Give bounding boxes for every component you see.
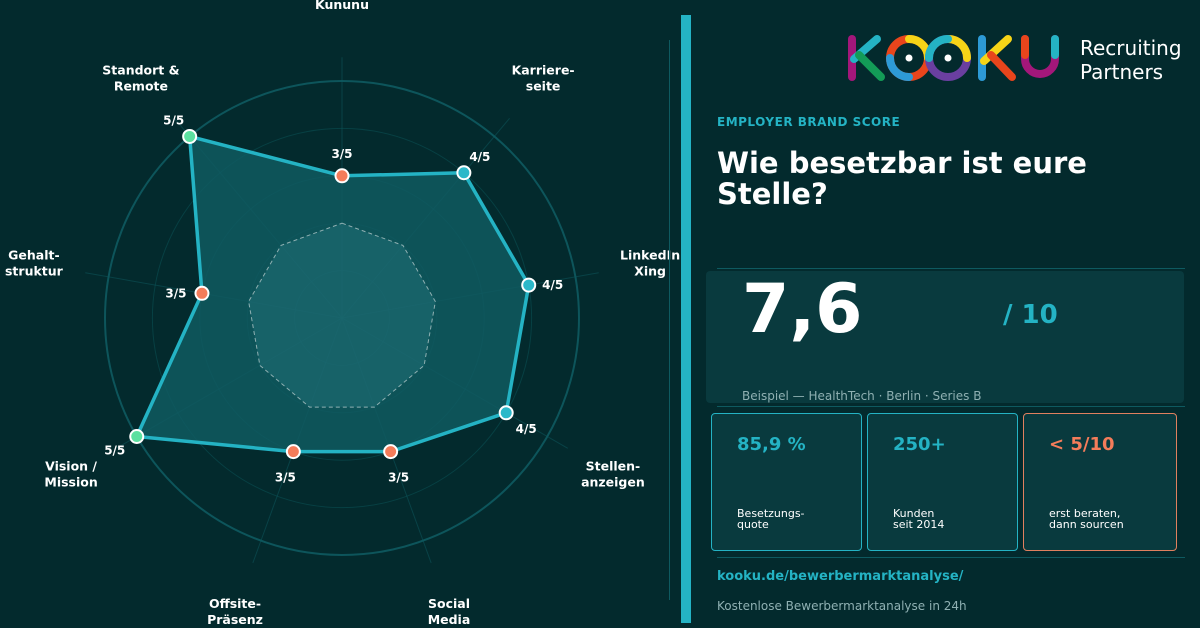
accent-bar xyxy=(681,15,691,623)
axis-label: Standort & Remote xyxy=(102,62,179,93)
axis-label: Karriere-seite xyxy=(512,62,575,93)
kpi-card: 250+ Kunden seit 2014 xyxy=(867,413,1018,551)
tagline-line-1: Recruiting xyxy=(1080,36,1182,60)
kpi-label: Besetzungs- quote xyxy=(737,507,805,531)
value-label: 4/5 xyxy=(469,150,490,164)
divider xyxy=(717,557,1185,558)
score-max: / 10 xyxy=(1003,300,1058,330)
score-polygon xyxy=(135,134,531,454)
axis-label: LinkedIn Xing xyxy=(620,248,680,279)
kpi-card: < 5/10 erst beraten, dann sourcen xyxy=(1023,413,1177,551)
website-link[interactable]: kooku.de/bewerbermarktanalyse/ xyxy=(717,569,964,584)
data-point xyxy=(194,285,210,301)
value-label: 3/5 xyxy=(275,471,296,485)
benchmark-polygon xyxy=(248,222,436,408)
score-panel xyxy=(706,271,1184,403)
data-point xyxy=(129,429,145,444)
axis-label: Gehalt-struktur xyxy=(5,248,64,279)
data-point xyxy=(182,128,198,144)
axis-label: Kununu xyxy=(315,0,369,12)
value-label: 5/5 xyxy=(163,113,184,127)
kpi-card: 85,9 % Besetzungs- quote xyxy=(711,413,862,551)
data-point xyxy=(498,405,514,421)
data-point xyxy=(456,165,472,181)
radar-chart: 3/5 4/5 4/5 4/5 3/5 3/5 5/5 3/5 5/5 Kununu Karrier… xyxy=(5,0,680,627)
value-label: 3/5 xyxy=(388,471,409,485)
value-label: 4/5 xyxy=(542,278,563,292)
kpi-label: Kunden seit 2014 xyxy=(893,507,945,531)
data-point xyxy=(383,444,399,460)
kpi-value: 250+ xyxy=(893,434,946,455)
axis-label: Offsite-Präsenz xyxy=(207,596,263,627)
data-point xyxy=(521,277,537,293)
eyebrow: EMPLOYER BRAND SCORE xyxy=(717,115,901,129)
value-label: 3/5 xyxy=(331,147,352,161)
score-value: 7,6 xyxy=(742,270,863,349)
divider xyxy=(717,406,1185,407)
data-point xyxy=(334,168,350,184)
value-label: 3/5 xyxy=(165,286,186,300)
logo-tagline: Recruiting Partners xyxy=(1080,36,1182,84)
tagline-line-2: Partners xyxy=(1080,60,1164,84)
value-label: 4/5 xyxy=(516,422,537,436)
axis-label: Social Media xyxy=(428,596,471,627)
data-point xyxy=(285,444,301,460)
kpi-value: 85,9 % xyxy=(737,434,806,455)
divider xyxy=(717,268,1185,269)
axis-label: Stellen-anzeigen xyxy=(581,458,645,489)
kpi-value: < 5/10 xyxy=(1049,434,1115,455)
kooku-logo xyxy=(848,35,1059,81)
divider xyxy=(669,40,670,600)
kpi-label: erst beraten, dann sourcen xyxy=(1049,507,1124,531)
axis-label: Vision / Mission xyxy=(44,458,97,489)
value-label: 5/5 xyxy=(104,444,125,458)
score-subtitle: Beispiel — HealthTech · Berlin · Series … xyxy=(742,389,982,403)
page-title: Wie besetzbar ist eure Stelle? xyxy=(717,146,1087,211)
footer-text: Kostenlose Bewerbermarktanalyse in 24h xyxy=(717,599,967,613)
